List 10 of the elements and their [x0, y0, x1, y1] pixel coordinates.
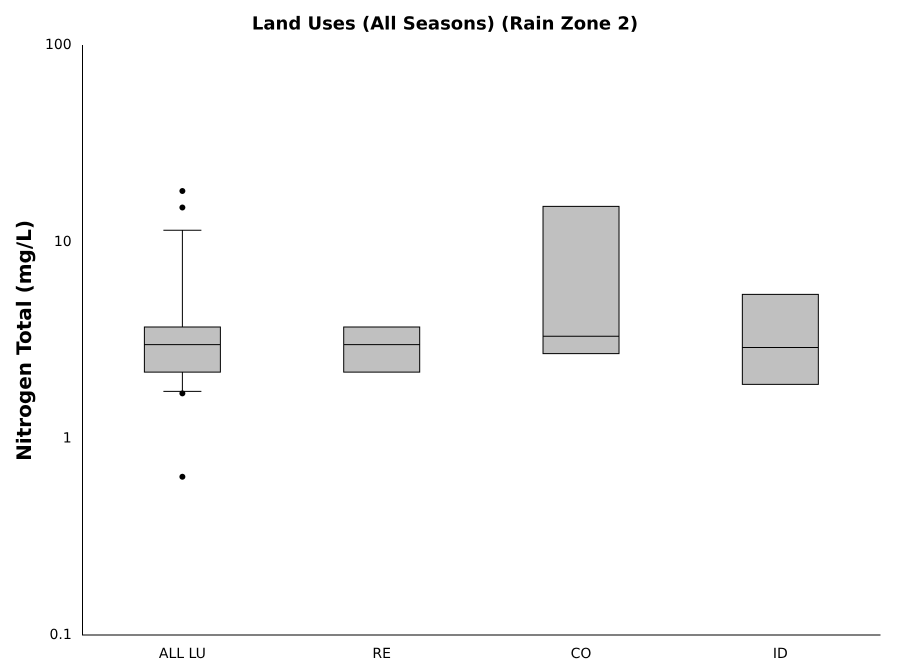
x-tick-label: CO [570, 646, 592, 662]
x-tick-label: RE [372, 646, 391, 662]
y-tick-label: 10 [54, 234, 72, 250]
y-tick-label: 1 [62, 430, 72, 446]
y-axis-title: Nitrogen Total (mg/L) [12, 220, 36, 461]
x-tick-label: ALL LU [158, 646, 206, 662]
chart-title: Land Uses (All Seasons) (Rain Zone 2) [252, 13, 638, 34]
y-tick-label: 0.1 [49, 626, 72, 643]
y-tick-label: 100 [44, 37, 72, 54]
x-tick-label: ID [772, 646, 788, 662]
